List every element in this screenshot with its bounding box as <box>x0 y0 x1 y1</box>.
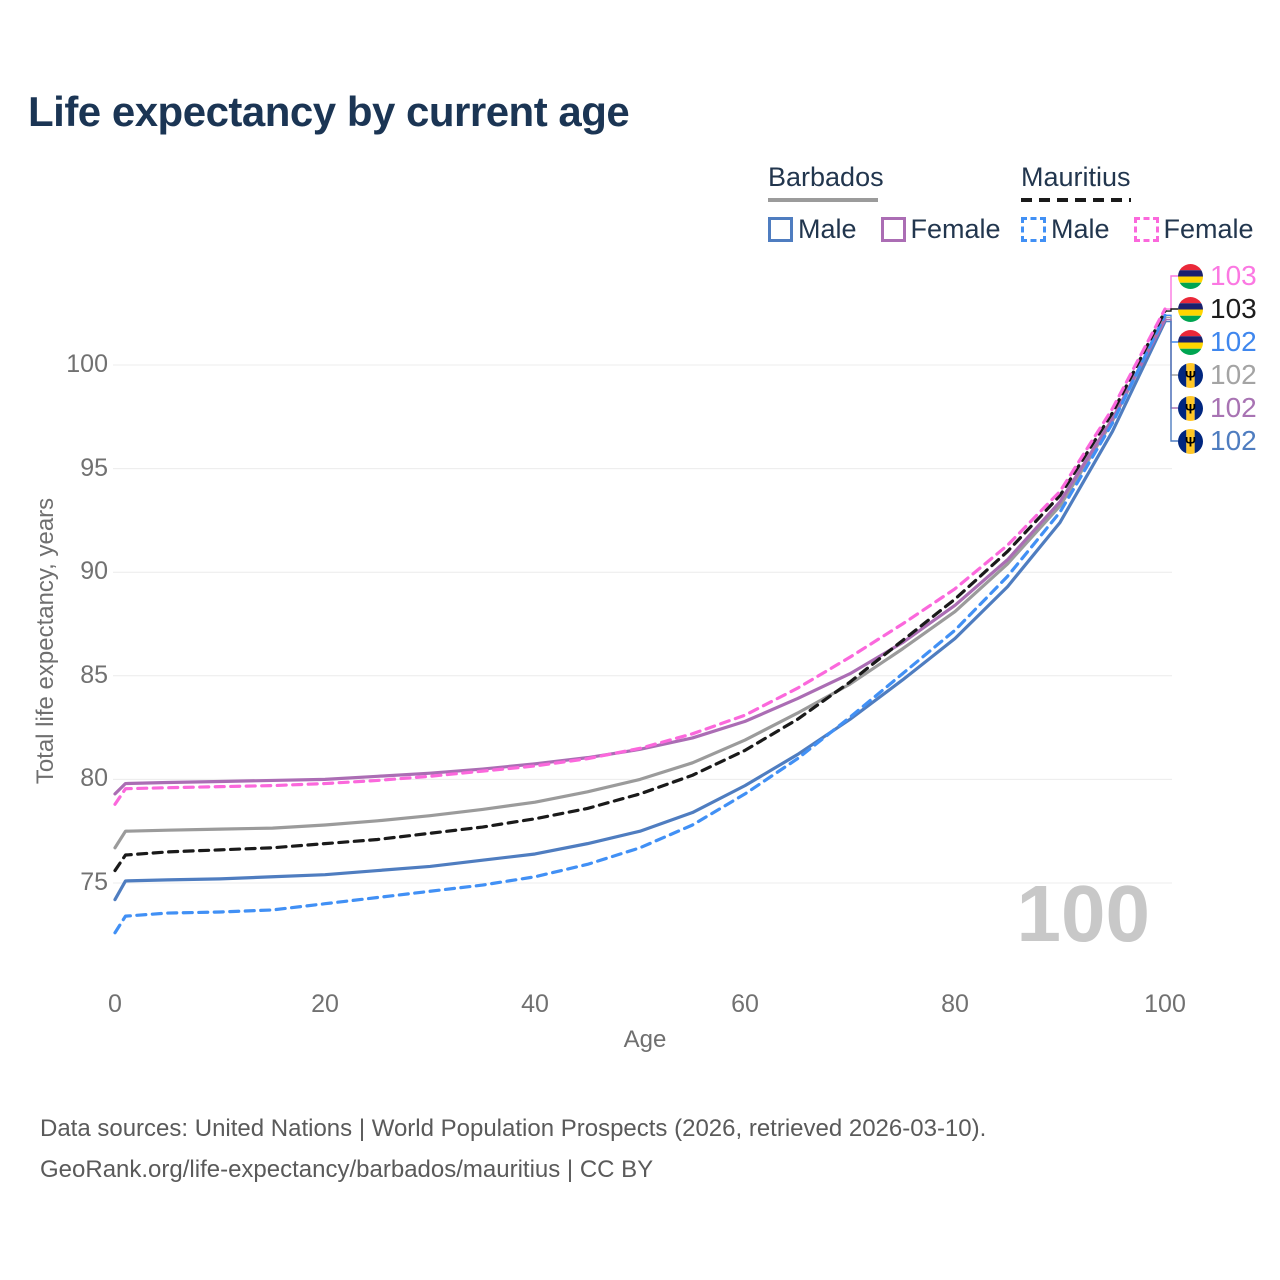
legend-country-mauritius: Mauritius <box>1021 162 1131 192</box>
label-connector-barbados-female <box>1166 318 1178 409</box>
legend-item-barbados-female[interactable]: Female <box>880 214 1001 245</box>
svg-text:Ψ: Ψ <box>1185 401 1196 416</box>
series-line-barbados-male <box>113 319 1167 902</box>
y-tick-80: 80 <box>80 764 108 793</box>
svg-text:Ψ: Ψ <box>1185 434 1196 449</box>
y-axis-title: Total life expectancy, years <box>32 497 59 785</box>
legend-item-mauritius-male[interactable]: Male <box>1021 214 1110 245</box>
page-title: Life expectancy by current age <box>28 88 630 135</box>
legend-group-barbados: Barbados Male Female <box>768 162 1001 245</box>
barbados-flag-icon: Ψ <box>1178 362 1203 388</box>
legend-label-barbados-female: Female <box>910 214 1001 244</box>
y-tick-85: 85 <box>80 660 108 689</box>
footer-attribution: GeoRank.org/life-expectancy/barbados/mau… <box>40 1156 654 1183</box>
label-connector-mauritius-male <box>1166 314 1178 343</box>
legend-group-mauritius: Mauritius Male Female <box>1021 162 1254 245</box>
series-end-label-mauritius-female: 103 <box>1178 259 1257 293</box>
barbados-flag-icon: Ψ <box>1178 395 1203 421</box>
label-connector-barbados-total <box>1166 316 1178 376</box>
legend-country-barbados: Barbados <box>768 162 884 192</box>
series-end-label-mauritius-total: 103 <box>1178 292 1257 326</box>
y-tick-100: 100 <box>66 350 108 378</box>
y-tick-90: 90 <box>80 557 108 586</box>
mauritius-flag-icon <box>1178 296 1203 322</box>
series-end-label-barbados-male: Ψ 102 <box>1178 424 1257 458</box>
x-tick-40: 40 <box>521 990 549 1018</box>
label-connector-mauritius-female <box>1166 275 1178 310</box>
legend-swatch-barbados-male <box>768 217 793 242</box>
end-value-mauritius-female: 103 <box>1210 260 1257 291</box>
end-value-barbados-male: 102 <box>1210 425 1257 456</box>
legend-swatch-mauritius-male <box>1021 217 1046 242</box>
legend-label-mauritius-male: Male <box>1051 214 1110 244</box>
svg-text:Ψ: Ψ <box>1185 368 1196 383</box>
series-line-mauritius-male <box>113 313 1167 935</box>
legend-swatch-barbados-female <box>880 217 906 242</box>
label-connector-barbados-male <box>1166 320 1178 442</box>
series-end-label-barbados-total: Ψ 102 <box>1178 358 1257 392</box>
x-axis-title: Age <box>623 1026 667 1053</box>
y-tick-75: 75 <box>80 868 108 896</box>
current-age-watermark: 100 <box>1016 869 1150 958</box>
barbados-flag-icon: Ψ <box>1178 428 1203 454</box>
series-line-mauritius-female <box>113 307 1167 806</box>
series-line-barbados-total <box>113 315 1167 850</box>
legend-item-barbados-male[interactable]: Male <box>768 214 857 245</box>
legend-swatch-mauritius-female <box>1133 217 1159 242</box>
legend-line-sample-barbados <box>768 198 878 202</box>
legend-label-barbados-male: Male <box>798 214 857 244</box>
series-line-mauritius-total <box>113 309 1167 873</box>
mauritius-flag-icon <box>1178 329 1203 355</box>
x-tick-20: 20 <box>311 990 339 1018</box>
x-tick-80: 80 <box>941 990 969 1018</box>
x-tick-100: 100 <box>1144 990 1186 1018</box>
end-value-mauritius-male: 102 <box>1210 326 1257 357</box>
end-value-barbados-female: 102 <box>1210 392 1257 423</box>
end-value-mauritius-total: 103 <box>1210 293 1257 324</box>
y-tick-95: 95 <box>80 453 108 482</box>
legend-item-mauritius-female[interactable]: Female <box>1133 214 1254 245</box>
legend-label-mauritius-female: Female <box>1163 214 1254 244</box>
legend-line-sample-mauritius <box>1021 198 1131 202</box>
x-tick-0: 0 <box>108 990 122 1018</box>
footer-data-sources: Data sources: United Nations | World Pop… <box>40 1115 987 1142</box>
footer: Data sources: United Nations | World Pop… <box>40 1108 986 1190</box>
series-end-label-barbados-female: Ψ 102 <box>1178 391 1257 425</box>
series-line-barbados-female <box>113 317 1167 796</box>
label-connector-mauritius-total <box>1166 308 1178 312</box>
end-value-barbados-total: 102 <box>1210 359 1257 390</box>
series-end-label-mauritius-male: 102 <box>1178 325 1257 359</box>
x-tick-60: 60 <box>731 990 759 1018</box>
mauritius-flag-icon <box>1178 263 1203 289</box>
